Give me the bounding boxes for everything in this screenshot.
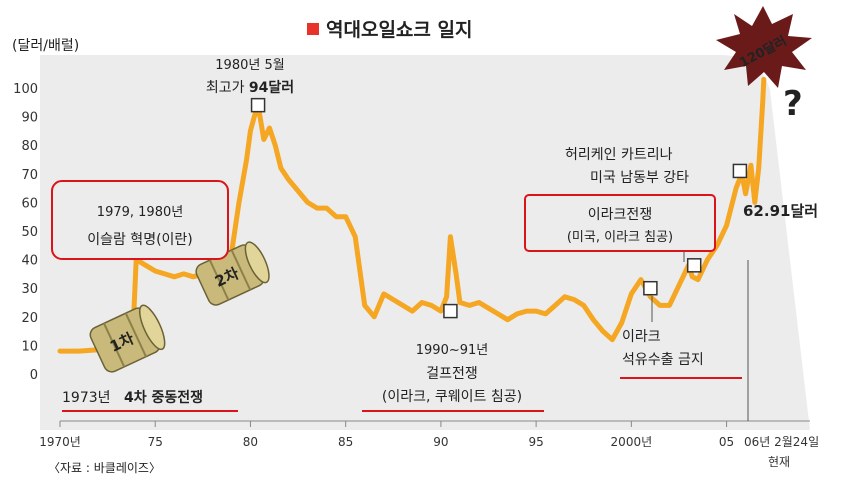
x-tick-label: 2000년 [611, 435, 653, 449]
title-mark [307, 23, 319, 35]
ann-1990-detail: (이라크, 쿠웨이트 침공) [382, 389, 522, 405]
ann-2001-line1: 이라크 [622, 329, 661, 345]
y-tick-label: 60 [21, 196, 38, 211]
ann-1990-year: 1990~91년 [416, 343, 488, 358]
ann-2001-line2: 석유수출 금지 [622, 352, 704, 368]
barrel-2-icon: 2차 [195, 241, 270, 306]
x-tick-label-current: 06년 2월24일 [744, 435, 819, 449]
ann-1973-event: 4차 중동전쟁 [124, 389, 203, 406]
x-tick-label: 85 [338, 435, 353, 449]
ann-2003-box [524, 194, 716, 252]
y-tick-label: 0 [30, 368, 38, 383]
x-tick-label: 05 [719, 435, 734, 449]
ann-1979-year: 1979, 1980년 [97, 205, 183, 220]
current-price-label: 62.91달러 [743, 202, 818, 220]
y-tick-label: 80 [21, 139, 38, 154]
ann-2005-line1: 허리케인 카트리나 [565, 147, 673, 163]
question-mark: ? [783, 84, 803, 124]
x-tick-label: 95 [528, 435, 543, 449]
ann-1979-box [51, 180, 229, 260]
chart-panel [40, 55, 810, 430]
marker-2005-katrina [732, 163, 748, 179]
x-tick-label: 90 [433, 435, 448, 449]
ann-peak-value: 최고가 94달러 [206, 80, 294, 96]
ann-1973-year: 1973년 [62, 390, 111, 406]
y-tick-label: 50 [21, 225, 38, 240]
x-tick-label: 1970년 [39, 435, 81, 449]
y-tick-label: 20 [21, 311, 38, 326]
ann-1990-event: 걸프전쟁 [426, 366, 478, 382]
event-markers [250, 97, 748, 319]
ann-1979-event: 이슬람 혁명(이란) [87, 232, 193, 248]
y-tick-label: 10 [21, 339, 38, 354]
ann-2005-line2: 미국 남동부 강타 [590, 170, 689, 186]
source-note: 〈자료 : 바클레이즈〉 [48, 461, 161, 475]
y-axis-label: (달러/배럴) [12, 38, 79, 54]
y-tick-label: 90 [21, 111, 38, 126]
y-tick-label: 40 [21, 254, 38, 269]
barrel-1-icon: 1차 [89, 304, 166, 373]
ann-2003-event: 이라크전쟁 [588, 207, 652, 223]
marker-1990-gulf [443, 303, 458, 319]
y-tick-label: 70 [21, 168, 38, 183]
marker-2003-iraq-war [686, 258, 702, 273]
marker-1980-peak [250, 97, 266, 113]
ann-peak-prefix: 최고가 [206, 80, 249, 96]
y-tick-label: 100 [13, 82, 38, 97]
y-tick-label: 30 [21, 282, 38, 297]
marker-2001-iraq [643, 280, 658, 296]
chart-title: 역대오일쇼크 일지 [326, 19, 472, 41]
x-tick-label: 80 [243, 435, 258, 449]
x-tick-label-now: 현재 [768, 455, 790, 469]
y-axis-ticks: 0 10 20 30 40 50 60 70 80 90 100 [13, 82, 38, 383]
ann-peak-price: 94달러 [249, 80, 294, 96]
ann-peak-date: 1980년 5월 [215, 58, 284, 73]
ann-2003-detail: (미국, 이라크 침공) [567, 230, 673, 245]
x-tick-label: 75 [148, 435, 163, 449]
burst-icon [716, 6, 812, 88]
